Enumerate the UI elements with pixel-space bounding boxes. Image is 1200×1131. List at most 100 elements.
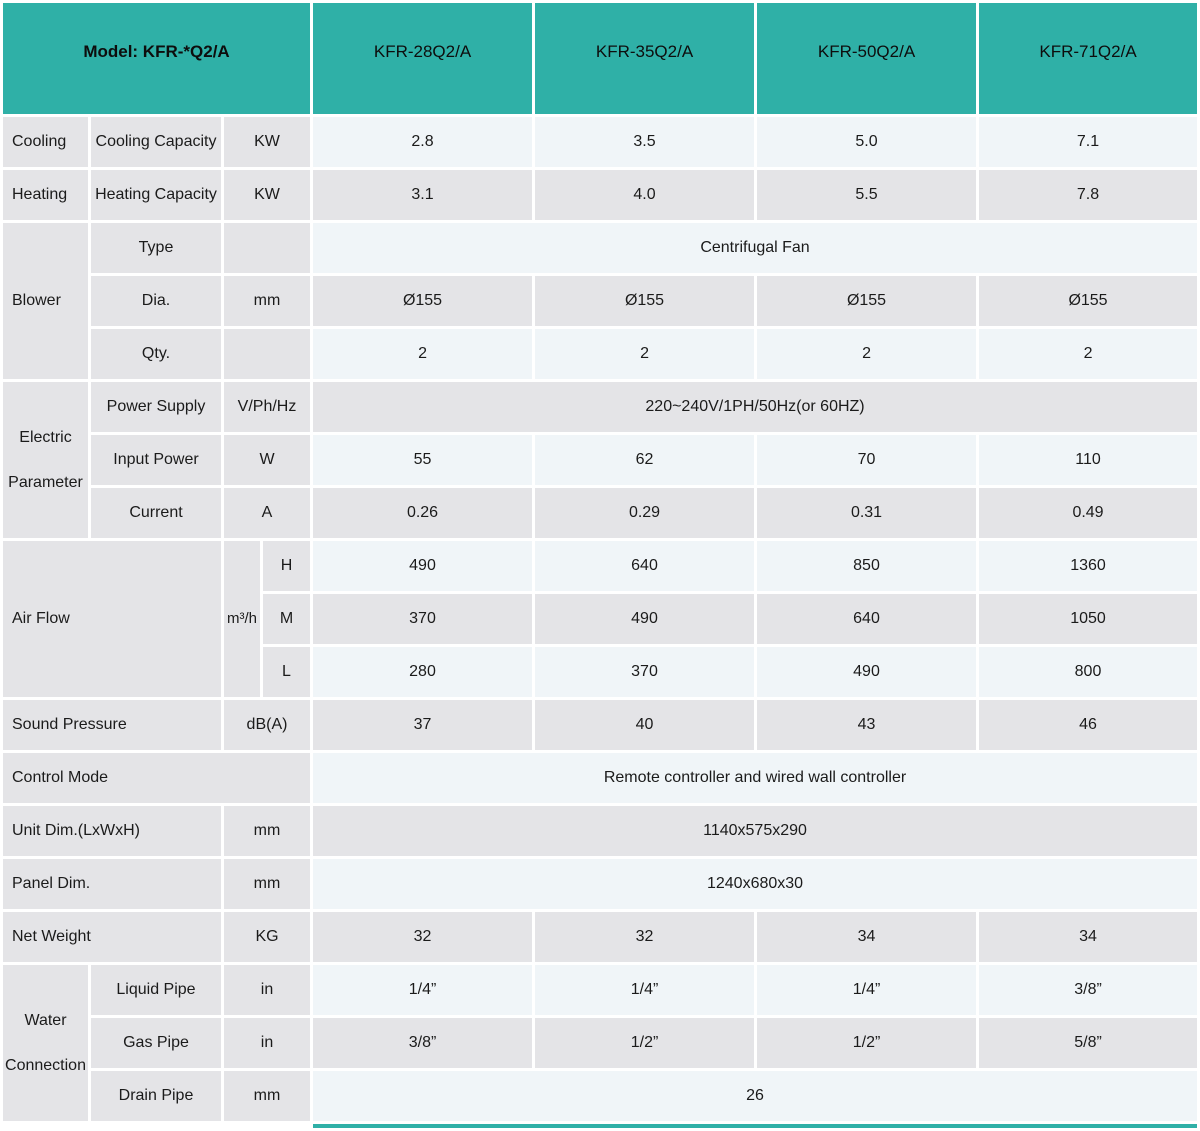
value-sound-1: 40	[535, 700, 755, 750]
unit-heating: KW	[224, 170, 311, 220]
value-unit-dim: 1140x575x290	[313, 806, 1198, 856]
row-drain-pipe: Drain Pipe mm 26	[3, 1071, 1198, 1121]
row-blower-dia: Dia. mm Ø155 Ø155 Ø155 Ø155	[3, 276, 1198, 326]
sub-label-heating-capacity: Heating Capacity	[91, 170, 221, 220]
group-label-air-flow: Air Flow	[3, 541, 221, 697]
value-gas-2: 1/2”	[757, 1018, 977, 1068]
unit-air-flow: m³/h	[224, 541, 260, 697]
row-net-weight: Net Weight KG 32 32 34 34	[3, 912, 1198, 962]
column-header-kfr-50: KFR-50Q2/A	[757, 3, 977, 114]
value-airflow-h-3: 1360	[979, 541, 1198, 591]
group-label-electric-parameter: Electric Parameter	[3, 382, 88, 538]
row-header: Model: KFR-*Q2/A KFR-28Q2/A KFR-35Q2/A K…	[3, 3, 1198, 114]
value-liquid-0: 1/4”	[313, 965, 533, 1015]
value-cooling-1: 3.5	[535, 117, 755, 167]
group-label-unit-dim: Unit Dim.(LxWxH)	[3, 806, 221, 856]
value-airflow-m-1: 490	[535, 594, 755, 644]
sub-label-cooling-capacity: Cooling Capacity	[91, 117, 221, 167]
value-heating-1: 4.0	[535, 170, 755, 220]
sub-label-input-power: Input Power	[91, 435, 221, 485]
row-sound-pressure: Sound Pressure dB(A) 37 40 43 46	[3, 700, 1198, 750]
value-input-power-3: 110	[979, 435, 1198, 485]
value-liquid-2: 1/4”	[757, 965, 977, 1015]
value-blower-qty-3: 2	[979, 329, 1198, 379]
unit-net-weight: KG	[224, 912, 311, 962]
value-gas-0: 3/8”	[313, 1018, 533, 1068]
value-liquid-1: 1/4”	[535, 965, 755, 1015]
group-label-control-mode: Control Mode	[3, 753, 311, 803]
model-header-cell: Model: KFR-*Q2/A	[3, 3, 311, 114]
sub-label-drain-pipe: Drain Pipe	[91, 1071, 221, 1121]
value-power-supply: 220~240V/1PH/50Hz(or 60HZ)	[313, 382, 1198, 432]
value-blower-dia-2: Ø155	[757, 276, 977, 326]
row-unit-dim: Unit Dim.(LxWxH) mm 1140x575x290	[3, 806, 1198, 856]
value-blower-dia-0: Ø155	[313, 276, 533, 326]
value-current-3: 0.49	[979, 488, 1198, 538]
group-label-cooling: Cooling	[3, 117, 88, 167]
sub-label-airflow-m: M	[263, 594, 311, 644]
unit-blower-type-empty	[224, 223, 311, 273]
value-blower-dia-1: Ø155	[535, 276, 755, 326]
row-input-power: Input Power W 55 62 70 110	[3, 435, 1198, 485]
row-bottom-strip	[3, 1124, 1198, 1128]
row-cooling: Cooling Cooling Capacity KW 2.8 3.5 5.0 …	[3, 117, 1198, 167]
value-airflow-m-0: 370	[313, 594, 533, 644]
value-liquid-3: 3/8”	[979, 965, 1198, 1015]
unit-unit-dim: mm	[224, 806, 311, 856]
value-sound-0: 37	[313, 700, 533, 750]
value-sound-2: 43	[757, 700, 977, 750]
unit-gas-pipe: in	[224, 1018, 311, 1068]
column-header-kfr-71: KFR-71Q2/A	[979, 3, 1198, 114]
value-airflow-l-1: 370	[535, 647, 755, 697]
value-blower-qty-2: 2	[757, 329, 977, 379]
value-sound-3: 46	[979, 700, 1198, 750]
row-current: Current A 0.26 0.29 0.31 0.49	[3, 488, 1198, 538]
unit-drain-pipe: mm	[224, 1071, 311, 1121]
value-net-weight-1: 32	[535, 912, 755, 962]
value-airflow-l-2: 490	[757, 647, 977, 697]
unit-panel-dim: mm	[224, 859, 311, 909]
sub-label-airflow-l: L	[263, 647, 311, 697]
value-drain-pipe: 26	[313, 1071, 1198, 1121]
row-airflow-l: L 280 370 490 800	[3, 647, 1198, 697]
value-gas-3: 5/8”	[979, 1018, 1198, 1068]
sub-label-current: Current	[91, 488, 221, 538]
value-cooling-0: 2.8	[313, 117, 533, 167]
value-airflow-h-2: 850	[757, 541, 977, 591]
row-control-mode: Control Mode Remote controller and wired…	[3, 753, 1198, 803]
value-current-0: 0.26	[313, 488, 533, 538]
value-blower-dia-3: Ø155	[979, 276, 1198, 326]
group-label-net-weight: Net Weight	[3, 912, 221, 962]
value-cooling-3: 7.1	[979, 117, 1198, 167]
row-airflow-h: Air Flow m³/h H 490 640 850 1360	[3, 541, 1198, 697]
row-airflow-m: M 370 490 640 1050	[3, 594, 1198, 644]
sub-label-gas-pipe: Gas Pipe	[91, 1018, 221, 1068]
value-blower-type: Centrifugal Fan	[313, 223, 1198, 273]
value-gas-1: 1/2”	[535, 1018, 755, 1068]
value-blower-qty-0: 2	[313, 329, 533, 379]
value-input-power-2: 70	[757, 435, 977, 485]
sub-label-power-supply: Power Supply	[91, 382, 221, 432]
group-label-heating: Heating	[3, 170, 88, 220]
value-airflow-l-3: 800	[979, 647, 1198, 697]
sub-label-blower-dia: Dia.	[91, 276, 221, 326]
value-current-2: 0.31	[757, 488, 977, 538]
group-label-panel-dim: Panel Dim.	[3, 859, 221, 909]
unit-cooling: KW	[224, 117, 311, 167]
value-current-1: 0.29	[535, 488, 755, 538]
value-cooling-2: 5.0	[757, 117, 977, 167]
sub-label-airflow-h: H	[263, 541, 311, 591]
unit-power-supply: V/Ph/Hz	[224, 382, 311, 432]
row-gas-pipe: Gas Pipe in 3/8” 1/2” 1/2” 5/8”	[3, 1018, 1198, 1068]
group-label-sound-pressure: Sound Pressure	[3, 700, 221, 750]
group-label-blower: Blower	[3, 223, 88, 379]
value-panel-dim: 1240x680x30	[313, 859, 1198, 909]
value-airflow-m-2: 640	[757, 594, 977, 644]
column-header-kfr-35: KFR-35Q2/A	[535, 3, 755, 114]
unit-sound-pressure: dB(A)	[224, 700, 311, 750]
value-airflow-h-0: 490	[313, 541, 533, 591]
sub-label-blower-qty: Qty.	[91, 329, 221, 379]
unit-input-power: W	[224, 435, 311, 485]
row-blower-type: Blower Type Centrifugal Fan	[3, 223, 1198, 379]
value-heating-2: 5.5	[757, 170, 977, 220]
